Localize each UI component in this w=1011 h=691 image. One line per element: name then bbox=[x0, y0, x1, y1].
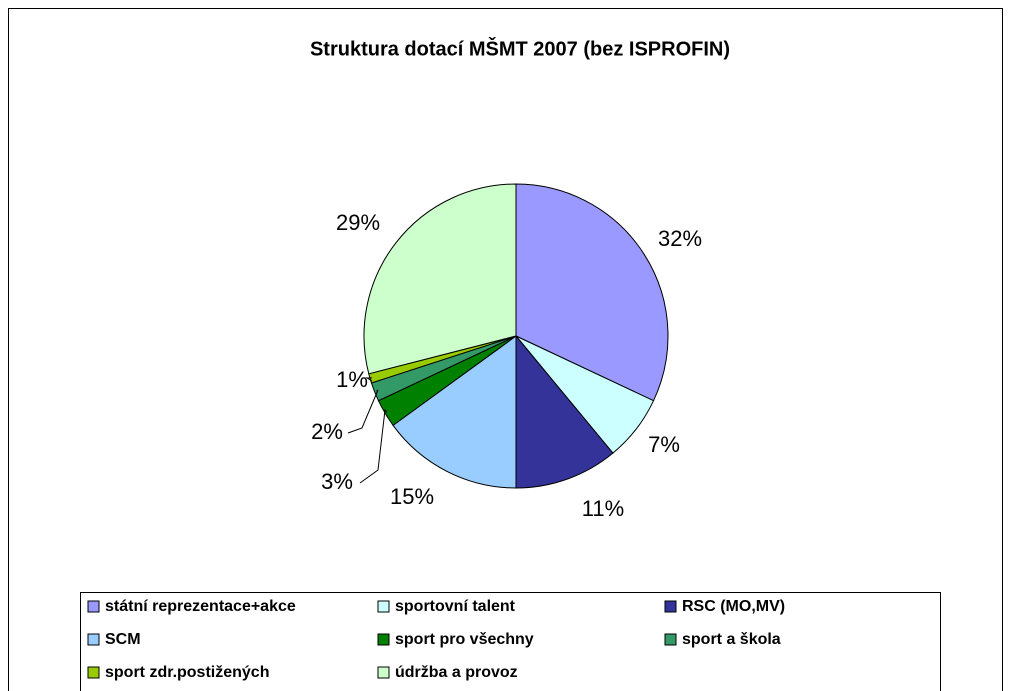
data-label: 1% bbox=[336, 367, 368, 392]
pie-slice bbox=[392, 335, 517, 489]
legend-label: sport pro všechny bbox=[395, 631, 534, 648]
pie-slice bbox=[363, 183, 517, 375]
data-label: 2% bbox=[311, 419, 343, 444]
legend-label: sport a škola bbox=[682, 631, 781, 648]
data-label: 15% bbox=[390, 484, 434, 509]
data-label: 29% bbox=[336, 210, 380, 235]
leader-line bbox=[365, 377, 373, 382]
legend-label: státní reprezentace+akce bbox=[105, 598, 296, 615]
data-label: 7% bbox=[648, 432, 680, 457]
legend-swatch bbox=[87, 633, 100, 646]
legend-swatch bbox=[377, 666, 390, 679]
leader-line bbox=[347, 389, 379, 434]
pie-slice bbox=[515, 334, 614, 489]
chart-title: Struktura dotací MŠMT 2007 (bez ISPROFIN… bbox=[310, 36, 730, 60]
legend-label: RSC (MO,MV) bbox=[682, 598, 785, 615]
legend-swatch bbox=[377, 600, 390, 613]
data-label: 32% bbox=[658, 226, 702, 251]
legend-frame bbox=[80, 592, 941, 691]
legend-swatch bbox=[664, 633, 677, 646]
legend-swatch bbox=[87, 666, 100, 679]
data-label: 3% bbox=[321, 469, 353, 494]
data-label: 11% bbox=[582, 496, 624, 521]
legend-swatch bbox=[664, 600, 677, 613]
legend-label: SCM bbox=[105, 631, 141, 648]
pie-slice bbox=[515, 183, 669, 402]
leader-line bbox=[359, 408, 388, 484]
legend-swatch bbox=[87, 600, 100, 613]
legend-swatch bbox=[377, 633, 390, 646]
legend-label: sport zdr.postižených bbox=[105, 664, 269, 681]
legend-label: údržba a provoz bbox=[395, 664, 518, 681]
legend-label: sportovní talent bbox=[395, 598, 516, 615]
